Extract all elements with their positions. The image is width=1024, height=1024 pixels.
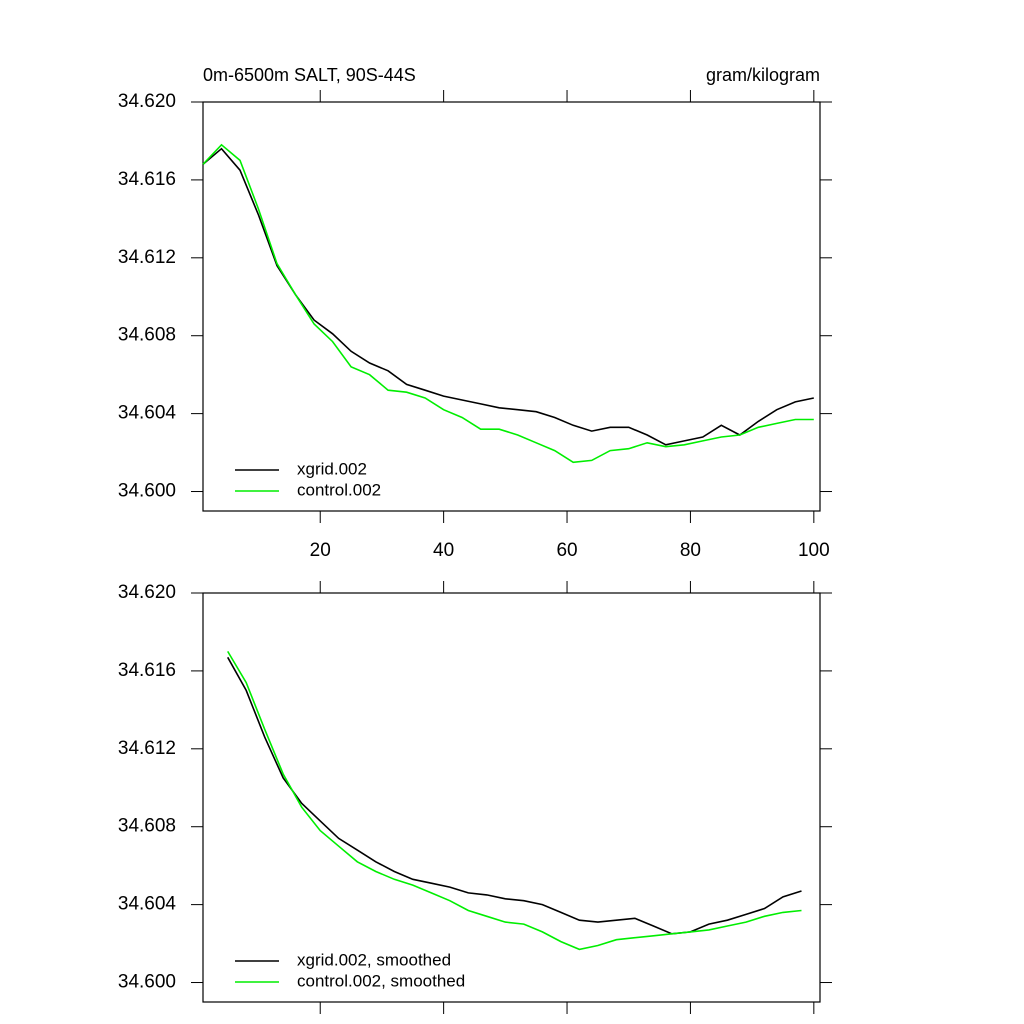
series-line — [227, 650, 802, 951]
y-tick-label: 34.612 — [118, 247, 176, 268]
series-line — [202, 143, 814, 464]
legend-label: xgrid.002, smoothed — [297, 950, 451, 969]
y-tick-label: 34.616 — [118, 169, 176, 190]
plot-frame — [202, 101, 821, 512]
x-tick-label: 100 — [798, 540, 830, 561]
series-line — [227, 656, 802, 935]
y-tick-label: 34.616 — [118, 660, 176, 681]
units-label: gram/kilogram — [706, 65, 820, 85]
x-tick-label: 40 — [433, 540, 454, 561]
y-tick-label: 34.604 — [118, 894, 177, 915]
y-tick-label: 34.604 — [118, 403, 177, 424]
chart-title: 0m-6500m SALT, 90S-44S — [203, 65, 416, 85]
legend-label: xgrid.002 — [297, 459, 367, 478]
y-tick-label: 34.620 — [118, 582, 176, 603]
x-tick-label: 80 — [680, 540, 701, 561]
legend-label: control.002, smoothed — [297, 971, 465, 990]
x-tick-label: 60 — [556, 540, 577, 561]
y-tick-label: 34.608 — [118, 816, 176, 837]
y-tick-label: 34.620 — [118, 91, 176, 112]
x-tick-label: 20 — [310, 540, 331, 561]
y-tick-label: 34.600 — [118, 481, 176, 502]
y-tick-label: 34.608 — [118, 325, 176, 346]
y-tick-label: 34.600 — [118, 972, 176, 993]
series-line — [202, 147, 814, 446]
legend-label: control.002 — [297, 480, 381, 499]
y-tick-label: 34.612 — [118, 738, 176, 759]
plot-frame — [202, 592, 821, 1003]
